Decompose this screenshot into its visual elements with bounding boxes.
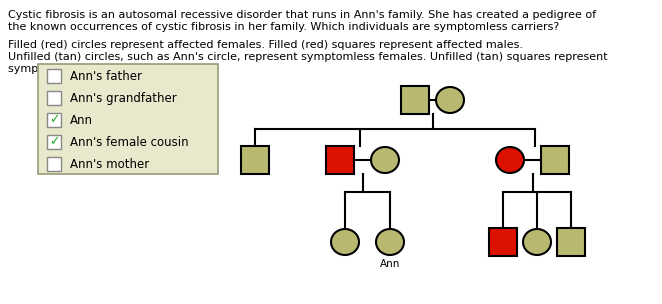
Text: Ann's mother: Ann's mother <box>70 157 149 171</box>
Ellipse shape <box>376 229 404 255</box>
Text: Cystic fibrosis is an autosomal recessive disorder that runs in Ann's family. Sh: Cystic fibrosis is an autosomal recessiv… <box>8 10 596 20</box>
Text: ✓: ✓ <box>49 136 60 149</box>
Bar <box>541 146 569 174</box>
Bar <box>47 157 61 171</box>
Text: the known occurrences of cystic fibrosis in her family. Which individuals are sy: the known occurrences of cystic fibrosis… <box>8 22 559 32</box>
Text: Ann: Ann <box>70 114 93 126</box>
Text: Filled (red) circles represent affected females. Filled (red) squares represent : Filled (red) circles represent affected … <box>8 40 523 50</box>
Ellipse shape <box>496 147 524 173</box>
Bar <box>47 69 61 83</box>
Bar <box>557 228 585 256</box>
Text: symptomless males.: symptomless males. <box>8 64 122 74</box>
Text: Ann's father: Ann's father <box>70 70 142 83</box>
Text: Ann: Ann <box>380 259 401 269</box>
Ellipse shape <box>436 87 464 113</box>
Ellipse shape <box>371 147 399 173</box>
Bar <box>47 91 61 105</box>
Text: Unfilled (tan) circles, such as Ann's circle, represent symptomless females. Unf: Unfilled (tan) circles, such as Ann's ci… <box>8 52 608 62</box>
Text: ✓: ✓ <box>49 114 60 126</box>
Bar <box>326 146 354 174</box>
Ellipse shape <box>523 229 551 255</box>
FancyBboxPatch shape <box>38 64 218 174</box>
Bar <box>489 228 517 256</box>
Text: Ann's female cousin: Ann's female cousin <box>70 136 189 149</box>
Bar <box>241 146 269 174</box>
Bar <box>401 86 429 114</box>
Bar <box>47 113 61 127</box>
Ellipse shape <box>331 229 359 255</box>
Text: Ann's grandfather: Ann's grandfather <box>70 92 177 105</box>
Bar <box>47 135 61 149</box>
